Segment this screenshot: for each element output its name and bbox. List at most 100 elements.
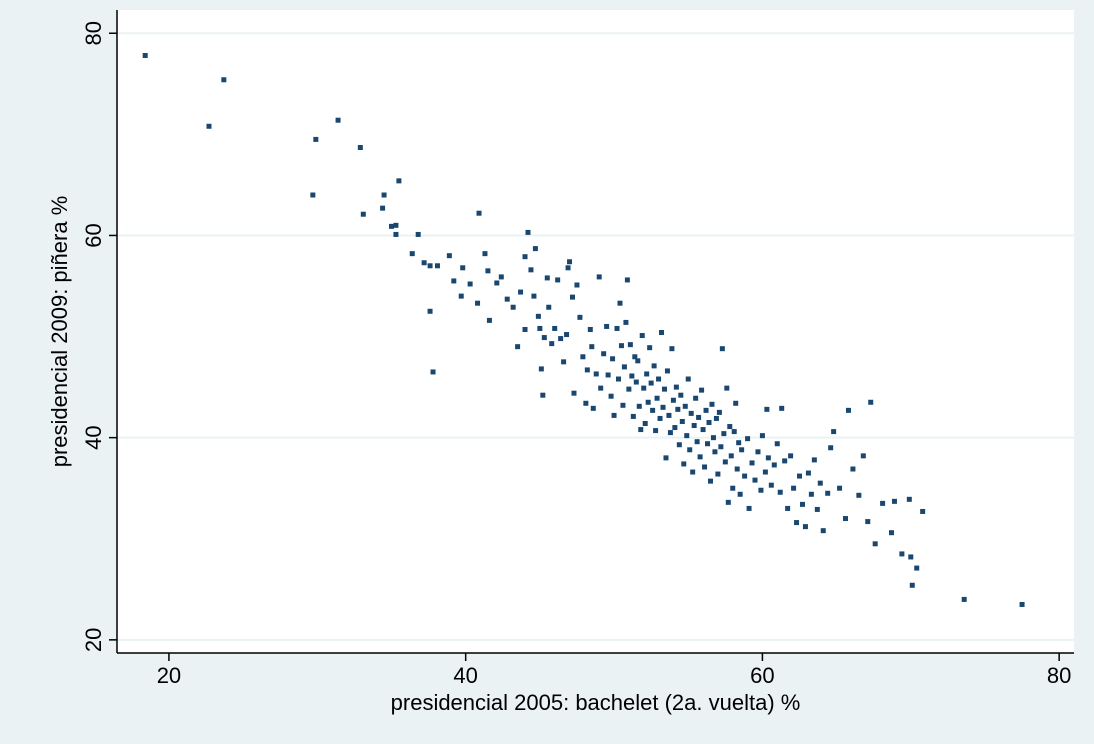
data-point: [310, 192, 316, 198]
data-point: [532, 246, 538, 252]
data-point: [728, 453, 734, 459]
data-point: [589, 344, 595, 350]
data-point: [518, 289, 524, 295]
data-point: [762, 469, 768, 475]
data-point: [682, 403, 688, 409]
data-point: [661, 386, 667, 392]
data-point: [687, 447, 693, 453]
x-axis-title: presidencial 2005: bachelet (2a. vuelta)…: [391, 690, 801, 715]
data-point: [889, 530, 895, 536]
data-point: [820, 528, 826, 534]
data-point: [777, 489, 783, 495]
data-point: [458, 293, 464, 299]
x-tick-label: 60: [750, 663, 774, 688]
data-point: [779, 405, 785, 411]
data-point: [811, 457, 817, 463]
x-tick-label: 20: [157, 663, 181, 688]
data-point: [577, 314, 583, 320]
data-point: [791, 485, 797, 491]
data-point: [653, 428, 659, 434]
data-point: [914, 565, 920, 571]
data-point: [1019, 601, 1025, 607]
data-point: [659, 330, 665, 336]
data-point: [357, 144, 363, 150]
data-point: [856, 492, 862, 498]
data-point: [688, 410, 694, 416]
data-point: [749, 460, 755, 466]
data-point: [388, 223, 394, 229]
data-point: [745, 436, 751, 442]
data-point: [430, 369, 436, 375]
data-point: [608, 393, 614, 399]
data-point: [510, 304, 516, 310]
data-point: [694, 439, 700, 445]
data-point: [657, 415, 663, 421]
axes: [116, 10, 1074, 654]
data-point: [537, 325, 543, 331]
data-point: [421, 260, 427, 266]
data-point: [504, 296, 510, 302]
data-point: [360, 211, 366, 217]
data-point: [669, 346, 675, 352]
data-point: [755, 449, 761, 455]
data-point: [522, 326, 528, 332]
data-point: [570, 294, 576, 300]
data-point: [703, 407, 709, 413]
data-point: [712, 449, 718, 455]
data-point: [868, 399, 874, 405]
y-tick-label: 80: [81, 21, 106, 45]
data-point: [663, 455, 669, 461]
data-point: [705, 441, 711, 447]
data-point: [590, 405, 596, 411]
data-point: [899, 551, 905, 557]
data-point: [564, 332, 570, 338]
data-point: [666, 412, 672, 418]
data-point: [758, 487, 764, 493]
data-point: [393, 231, 399, 237]
data-point: [678, 392, 684, 398]
data-point: [764, 406, 770, 412]
data-point: [716, 409, 722, 415]
data-point: [587, 326, 593, 332]
data-point: [727, 424, 733, 430]
data-point: [415, 231, 421, 237]
data-point: [381, 192, 387, 198]
data-point: [845, 407, 851, 413]
x-tick-label: 80: [1047, 663, 1071, 688]
data-point: [451, 278, 457, 284]
data-point: [771, 462, 777, 468]
data-point: [710, 435, 716, 441]
data-point: [654, 395, 660, 401]
data-point: [571, 390, 577, 396]
data-point: [651, 363, 657, 369]
data-point: [684, 433, 690, 439]
axis-ticks: 20 40 60 80 20 40 60 80: [81, 21, 1071, 688]
data-point: [584, 367, 590, 373]
data-point: [567, 259, 573, 265]
data-point: [627, 342, 633, 348]
data-point: [765, 455, 771, 461]
data-point: [699, 387, 705, 393]
data-point: [715, 471, 721, 477]
y-tick-label: 20: [81, 628, 106, 652]
data-point: [396, 178, 402, 184]
x-tick-label: 40: [453, 663, 477, 688]
data-point: [713, 415, 719, 421]
data-point: [664, 368, 670, 374]
data-point: [624, 277, 630, 283]
data-point: [794, 520, 800, 526]
data-point: [142, 52, 148, 58]
data-point: [546, 304, 552, 310]
data-point: [639, 333, 645, 339]
data-point: [630, 413, 636, 419]
data-point: [909, 582, 915, 588]
data-point: [737, 491, 743, 497]
data-point: [645, 399, 651, 405]
data-point: [681, 461, 687, 467]
data-point: [759, 433, 765, 439]
data-point: [685, 376, 691, 382]
data-point: [601, 351, 607, 357]
data-point: [805, 470, 811, 476]
data-point: [498, 274, 504, 280]
data-point: [446, 253, 452, 259]
